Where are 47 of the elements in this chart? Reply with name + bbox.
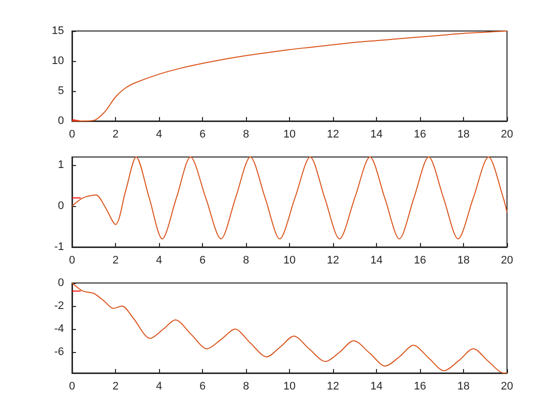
line-series xyxy=(72,156,508,240)
x-tick-label: 4 xyxy=(156,128,162,140)
y-tick-label: 5 xyxy=(58,85,64,97)
x-tick-label: 2 xyxy=(112,380,119,392)
x-tick-label: 0 xyxy=(68,380,76,392)
x-tick-label: 20 xyxy=(500,380,514,392)
x-tick-label: 16 xyxy=(414,254,426,266)
x-tick-label: 20 xyxy=(500,254,514,266)
x-tick-label: 18 xyxy=(457,128,470,140)
x-tick-label: 20 xyxy=(500,128,514,140)
y-tick-label: -1 xyxy=(54,241,64,253)
x-tick-label: 12 xyxy=(326,380,340,392)
x-tick-label: 16 xyxy=(414,380,426,392)
x-tick-label: 10 xyxy=(283,128,296,140)
x-tick-label: 12 xyxy=(326,254,340,266)
y-tick-label: 10 xyxy=(52,55,64,67)
x-tick-label: 0 xyxy=(68,128,76,140)
y-tick-label: 1 xyxy=(58,159,64,172)
x-tick-label: 6 xyxy=(199,254,206,266)
x-tick-label: 2 xyxy=(112,254,119,266)
x-tick-label: 10 xyxy=(283,380,296,392)
x-tick-label: 18 xyxy=(457,380,470,392)
y-tick-label: 0 xyxy=(58,277,64,289)
y-tick-label: -2 xyxy=(54,300,64,312)
x-tick-label: 8 xyxy=(242,380,250,392)
x-tick-label: 2 xyxy=(112,128,119,140)
y-tick-label: 15 xyxy=(52,25,64,37)
x-tick-label: 18 xyxy=(457,254,470,266)
x-tick-label: 6 xyxy=(199,380,206,392)
x-tick-label: 4 xyxy=(156,254,162,266)
x-tick-label: 14 xyxy=(370,254,383,266)
x-tick-label: 16 xyxy=(414,128,426,140)
x-tick-label: 10 xyxy=(283,254,296,266)
x-tick-label: 14 xyxy=(370,128,383,140)
x-tick-label: 4 xyxy=(156,380,162,392)
y-tick-label: 0 xyxy=(58,200,64,212)
y-tick-label: -4 xyxy=(54,323,64,336)
x-tick-label: 14 xyxy=(370,380,383,392)
x-tick-label: 0 xyxy=(68,254,76,266)
y-tick-label: -6 xyxy=(54,346,64,358)
y-tick-label: 0 xyxy=(58,115,64,127)
x-tick-label: 8 xyxy=(242,128,250,140)
line-series xyxy=(72,30,508,122)
x-tick-label: 6 xyxy=(199,128,206,140)
x-tick-label: 8 xyxy=(242,254,250,266)
line-series xyxy=(72,282,508,374)
x-tick-label: 12 xyxy=(326,128,340,140)
